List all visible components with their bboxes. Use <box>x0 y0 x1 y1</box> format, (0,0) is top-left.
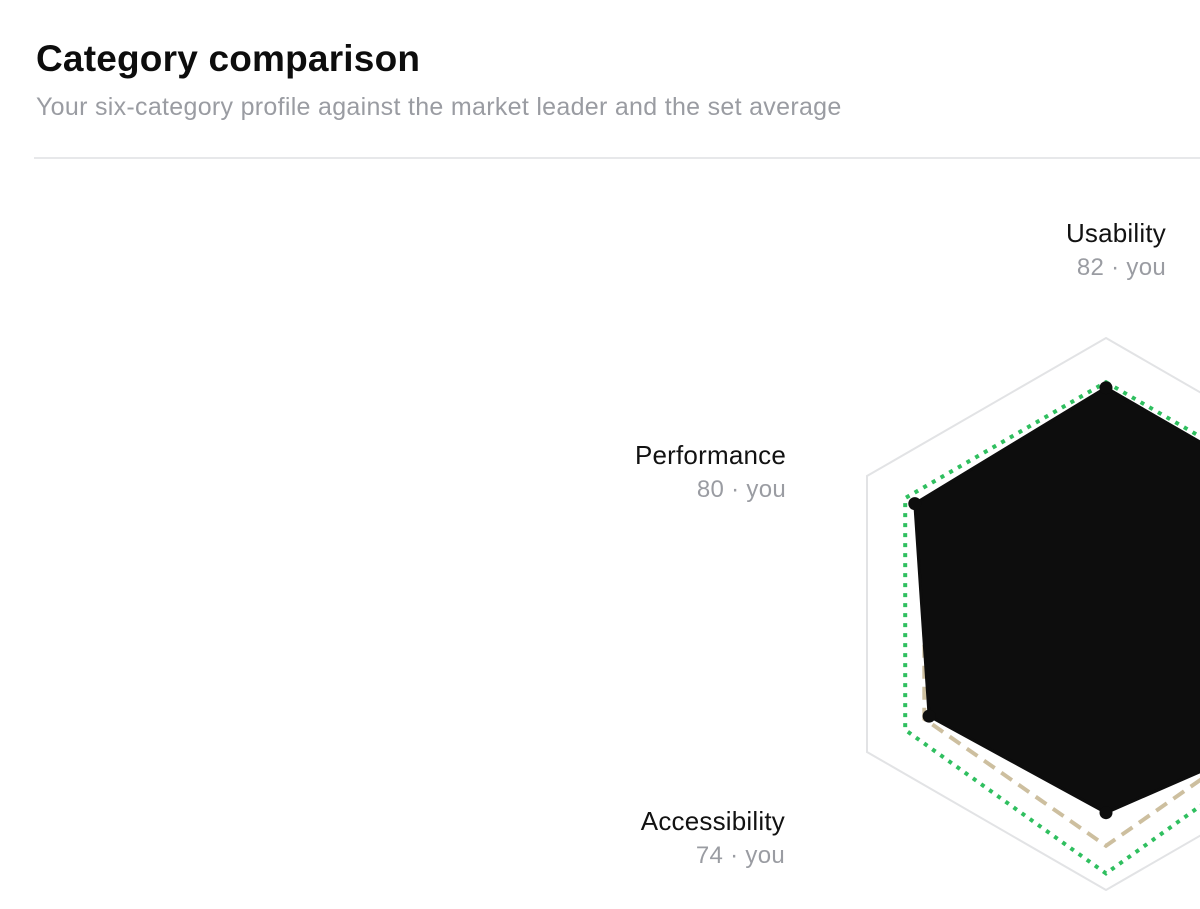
series-you-point <box>922 709 936 723</box>
series-you-point <box>908 497 922 511</box>
page-subtitle: Your six-category profile against the ma… <box>36 93 842 121</box>
axis-category: Accessibility <box>640 806 785 836</box>
header-divider <box>34 157 1200 159</box>
axis-value: 82 · you <box>1076 254 1166 281</box>
series-leader-line <box>903 379 1200 876</box>
axis-label-accessibility: Accessibility 74 · you <box>641 804 785 874</box>
chart-header: Category comparison Your six-category pr… <box>36 36 1200 124</box>
series-you-point <box>1099 381 1113 395</box>
axis-label-usability: Usability 82 · you <box>1066 216 1166 286</box>
radar-grid-ring <box>866 336 1200 892</box>
axis-category: Usability <box>1065 218 1166 248</box>
axis-category: Performance <box>634 440 786 470</box>
radar-grid <box>866 336 1200 892</box>
page-title: Category comparison <box>36 38 421 79</box>
axis-label-performance: Performance 80 · you <box>635 438 786 508</box>
radar-points <box>908 381 1113 820</box>
axis-value: 80 · you <box>696 476 786 503</box>
series-you-area <box>913 386 1200 815</box>
series-you-point <box>1099 806 1113 820</box>
axis-value: 74 · you <box>695 842 785 869</box>
